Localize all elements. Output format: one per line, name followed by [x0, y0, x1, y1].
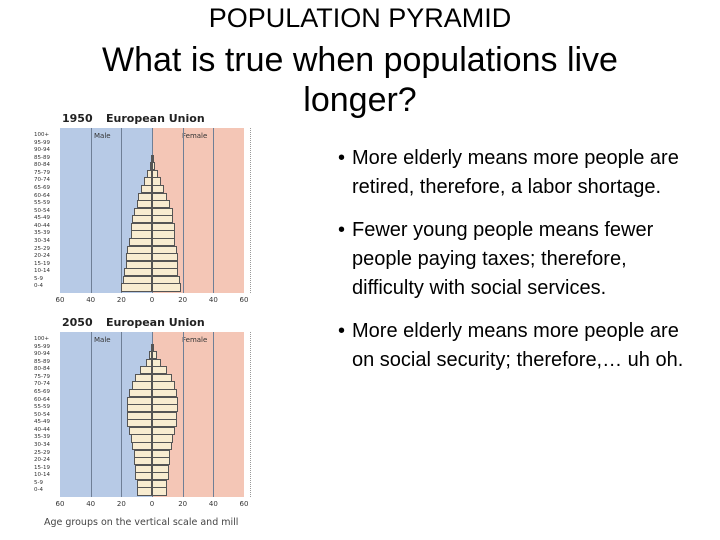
age-group-label: 45-49	[34, 419, 50, 426]
x-tick-label: 60	[55, 296, 65, 304]
age-group-label: 20-24	[34, 457, 50, 464]
age-group-label: 60-64	[34, 192, 50, 199]
x-tick-label: 0	[149, 500, 155, 508]
female-label: Female	[182, 132, 208, 140]
grid-line	[121, 332, 122, 497]
bullet-item: More elderly means more people are on so…	[336, 317, 696, 375]
grid-line	[213, 128, 214, 293]
age-group-label: 15-19	[34, 260, 50, 267]
age-group-label: 85-89	[34, 154, 50, 161]
population-pyramid-2050: 2050 European Union Male Female 60 40 20 0 2…	[34, 316, 254, 521]
female-label: Female	[182, 336, 208, 344]
x-tick-label: 60	[239, 500, 249, 508]
x-tick-label: 40	[208, 296, 218, 304]
x-tick-label: 20	[116, 500, 126, 508]
age-group-label: 65-69	[34, 185, 50, 191]
age-group-label: 5-9	[34, 479, 43, 486]
x-tick-label: 60	[55, 500, 65, 508]
bullet-item: More elderly means more people are retir…	[336, 144, 696, 202]
age-group-label: 50-54	[34, 207, 50, 214]
pyramid-plot: Male Female	[60, 332, 244, 497]
age-group-label: 25-29	[34, 245, 50, 252]
age-group-label: 10-14	[34, 472, 50, 479]
age-group-label: 60-64	[34, 396, 50, 403]
grid-line	[183, 128, 184, 293]
female-bar	[152, 283, 182, 292]
grid-line	[91, 332, 92, 497]
x-tick-label: 60	[239, 296, 249, 304]
age-group-label: 95-99	[34, 139, 50, 146]
age-group-label: 40-44	[34, 426, 50, 433]
age-group-label: 0-4	[34, 487, 43, 494]
age-group-label: 15-19	[34, 464, 50, 471]
age-group-label: 20-24	[34, 253, 50, 260]
age-group-label: 35-39	[34, 230, 50, 237]
age-group-label: 10-14	[34, 268, 50, 275]
pyramid-plot: Male Female	[60, 128, 244, 293]
male-label: Male	[94, 336, 111, 344]
pyramid-year: 2050	[62, 316, 93, 329]
male-bar	[136, 487, 152, 496]
population-pyramid-1950: 1950 European Union Male Female 60 40 20 0 2…	[34, 112, 254, 317]
grid-line	[183, 332, 184, 497]
x-tick-label: 0	[149, 296, 155, 304]
age-group-label: 0-4	[34, 283, 43, 290]
age-group-label: 35-39	[34, 434, 50, 441]
x-tick-label: 40	[86, 500, 96, 508]
pyramid-footnote: Age groups on the vertical scale and mil…	[44, 517, 239, 528]
age-group-label: 80-84	[34, 366, 50, 373]
age-group-label: 85-89	[34, 358, 50, 365]
x-tick-label: 20	[116, 296, 126, 304]
grid-line	[213, 332, 214, 497]
male-bar	[121, 283, 152, 292]
x-tick-label: 20	[178, 500, 188, 508]
age-group-label: 100+	[34, 336, 50, 342]
age-group-label: 90-94	[34, 147, 50, 154]
age-group-label: 25-29	[34, 449, 50, 456]
male-label: Male	[94, 132, 111, 140]
right-axis	[250, 128, 255, 293]
pyramid-region: European Union	[106, 112, 205, 125]
age-group-label: 70-74	[34, 381, 50, 388]
age-group-label: 40-44	[34, 222, 50, 229]
age-group-label: 75-79	[34, 169, 50, 176]
female-bar	[152, 487, 168, 496]
pyramid-region: European Union	[106, 316, 205, 329]
grid-line	[91, 128, 92, 293]
age-group-label: 100+	[34, 132, 50, 138]
age-group-label: 5-9	[34, 275, 43, 282]
age-group-label: 80-84	[34, 162, 50, 169]
age-group-label: 55-59	[34, 404, 50, 411]
x-tick-label: 40	[208, 500, 218, 508]
age-group-label: 30-34	[34, 238, 50, 244]
age-group-label: 90-94	[34, 351, 50, 358]
grid-line	[121, 128, 122, 293]
pyramid-year: 1950	[62, 112, 93, 125]
age-group-label: 30-34	[34, 442, 50, 448]
age-group-label: 50-54	[34, 411, 50, 418]
slide-title: POPULATION PYRAMID	[208, 3, 512, 33]
bullet-item: Fewer young people means fewer people pa…	[336, 216, 696, 303]
age-group-label: 70-74	[34, 177, 50, 184]
age-group-label: 55-59	[34, 200, 50, 207]
age-group-label: 65-69	[34, 389, 50, 395]
right-axis	[250, 332, 255, 497]
age-group-label: 45-49	[34, 215, 50, 222]
bullet-list: More elderly means more people are retir…	[336, 144, 696, 389]
x-tick-label: 20	[178, 296, 188, 304]
slide-heading: What is true when populations live longe…	[102, 41, 618, 119]
x-tick-label: 40	[86, 296, 96, 304]
age-group-label: 95-99	[34, 343, 50, 350]
age-group-label: 75-79	[34, 373, 50, 380]
